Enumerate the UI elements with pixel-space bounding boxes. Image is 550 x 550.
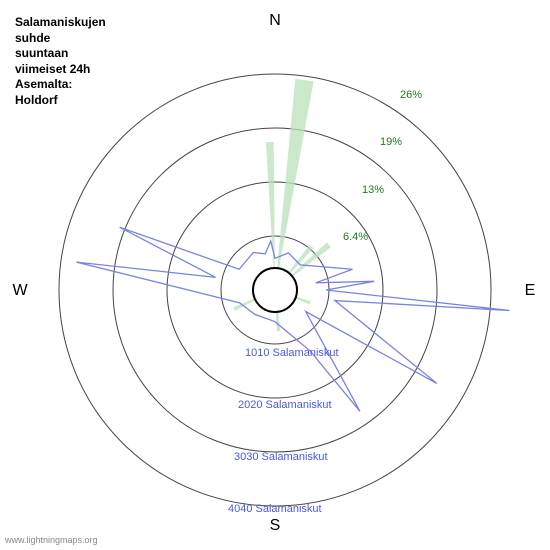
svg-text:2020 Salamaniskut: 2020 Salamaniskut	[238, 399, 332, 411]
svg-text:W: W	[12, 282, 28, 299]
svg-text:E: E	[525, 282, 536, 299]
svg-text:6.4%: 6.4%	[343, 231, 368, 243]
svg-text:19%: 19%	[380, 136, 402, 148]
svg-text:13%: 13%	[362, 184, 384, 196]
svg-text:1010 Salamaniskut: 1010 Salamaniskut	[245, 347, 339, 359]
polar-chart: N E S W 26% 19% 13% 6.4% 1010 Salamaniskut 2020 S…	[0, 0, 550, 550]
svg-text:26%: 26%	[400, 89, 422, 101]
svg-text:4040 Salamaniskut: 4040 Salamaniskut	[228, 503, 322, 515]
svg-text:N: N	[269, 12, 281, 29]
svg-text:3030 Salamaniskut: 3030 Salamaniskut	[234, 451, 328, 463]
svg-text:S: S	[270, 517, 281, 534]
credit-text: www.lightningmaps.org	[5, 535, 98, 545]
